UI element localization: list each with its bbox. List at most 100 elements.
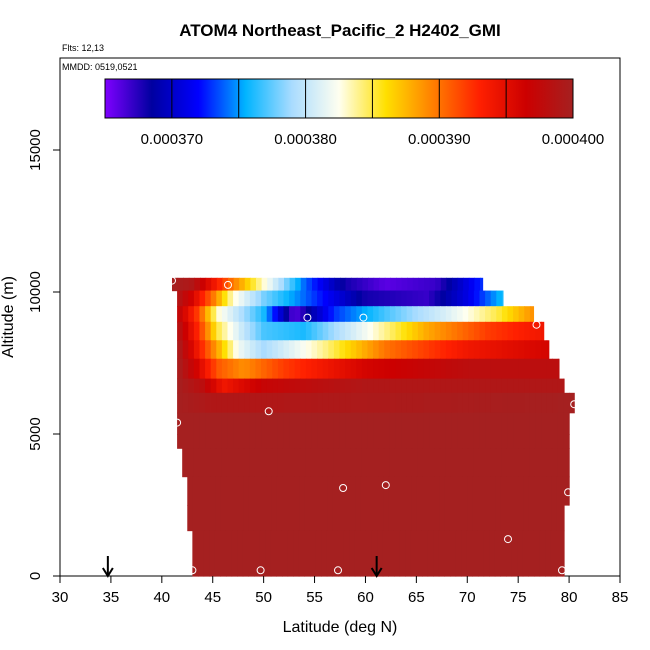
heatmap-cell <box>177 290 184 307</box>
heatmap-cell <box>434 412 441 435</box>
heatmap-cell <box>523 476 530 506</box>
heatmap-cell <box>416 530 423 577</box>
heatmap-cell <box>237 505 244 532</box>
heatmap-cell <box>345 306 352 323</box>
heatmap-cell <box>399 530 406 577</box>
heatmap-cell <box>424 277 431 292</box>
heatmap-cell <box>243 448 250 478</box>
heatmap-cell <box>283 392 290 414</box>
heatmap-cell <box>524 340 531 360</box>
heatmap-cell <box>384 340 391 360</box>
heatmap-cell <box>367 306 374 323</box>
heatmap-cell <box>261 321 268 341</box>
heatmap-cell <box>406 378 413 394</box>
heatmap-cell <box>322 448 329 478</box>
heatmap-cell <box>283 378 290 394</box>
heatmap-cell <box>474 277 481 292</box>
sample-point <box>303 313 312 322</box>
heatmap-cell <box>479 412 486 435</box>
heatmap-cell <box>455 530 462 577</box>
heatmap-cell <box>322 340 329 360</box>
heatmap-cell <box>444 530 451 577</box>
heatmap-cell <box>440 340 447 360</box>
heatmap-cell <box>239 277 246 292</box>
heatmap-cell <box>338 505 345 532</box>
heatmap-cell <box>305 392 313 414</box>
heatmap-cell <box>295 277 302 292</box>
heatmap-cell <box>433 476 440 506</box>
heatmap-cell <box>277 412 285 435</box>
heatmap-cell <box>485 434 492 449</box>
heatmap-cell <box>288 476 295 506</box>
heatmap-cell <box>259 530 266 577</box>
heatmap-cell <box>456 476 463 506</box>
heatmap-cell <box>332 505 340 532</box>
heatmap-cell <box>473 412 481 435</box>
heatmap-cell <box>317 412 324 435</box>
heatmap-cell <box>227 306 234 323</box>
heatmap-cell <box>182 412 189 435</box>
heatmap-cell <box>371 530 378 577</box>
heatmap-cell <box>255 321 262 341</box>
heatmap-cell <box>214 530 221 577</box>
heatmap-cell <box>562 448 570 478</box>
heatmap-cell <box>406 392 413 414</box>
heatmap-cell <box>479 358 486 380</box>
heatmap-cell <box>485 306 492 323</box>
heatmap-cell <box>501 321 509 341</box>
heatmap-cell <box>216 412 223 435</box>
heatmap-cell <box>349 476 356 506</box>
heatmap-cell <box>266 290 273 307</box>
heatmap-cell <box>215 448 222 478</box>
heatmap-cell <box>468 306 475 323</box>
heatmap-cell <box>249 448 256 478</box>
heatmap-cell <box>361 448 368 478</box>
heatmap-cell <box>507 306 514 323</box>
heatmap-cell <box>227 434 234 449</box>
heatmap-cell <box>513 392 520 414</box>
heatmap-cell <box>328 290 335 307</box>
heatmap-cell <box>233 277 240 292</box>
heatmap-cell <box>225 530 233 577</box>
heatmap-cell <box>512 476 519 506</box>
heatmap-cell <box>210 412 217 435</box>
heatmap-cell <box>496 358 503 380</box>
heatmap-cell <box>438 530 445 577</box>
heatmap-cell <box>444 505 452 532</box>
heatmap-cell <box>339 340 346 360</box>
heatmap-cell <box>568 476 570 506</box>
heatmap-cell <box>373 321 380 341</box>
heatmap-cell <box>244 306 251 323</box>
heatmap-cell <box>412 306 419 323</box>
heatmap-cell <box>227 321 234 341</box>
heatmap-cell <box>193 290 201 307</box>
heatmap-cell <box>461 530 468 577</box>
heatmap-cell <box>277 358 285 380</box>
heatmap-cell <box>373 290 380 307</box>
heatmap-cell <box>473 378 481 394</box>
sample-point <box>339 484 348 492</box>
heatmap-cell <box>350 434 357 449</box>
heatmap-cell <box>356 412 363 435</box>
heatmap-cell <box>501 340 509 360</box>
heatmap-cell <box>467 476 474 506</box>
heatmap-cell <box>429 434 436 449</box>
colorbar-tick-label: 0.000390 <box>408 131 471 148</box>
heatmap-cell <box>256 277 263 292</box>
heatmap-cell <box>418 277 425 292</box>
heatmap-cell <box>300 412 307 435</box>
heatmap-cell <box>557 358 560 380</box>
heatmap-cell <box>535 340 542 360</box>
heatmap-cell <box>351 277 358 292</box>
heatmap-cell <box>299 476 306 506</box>
heatmap-cell <box>496 412 503 435</box>
heatmap-cell <box>417 448 424 478</box>
heatmap-cell <box>451 306 458 323</box>
heatmap-cell <box>433 505 440 532</box>
heatmap-cell <box>394 505 401 532</box>
heatmap-cell <box>177 340 184 360</box>
heatmap-cell <box>192 476 200 506</box>
heatmap-cell <box>361 378 369 394</box>
heatmap-cell <box>333 378 341 394</box>
heatmap-cell <box>479 340 486 360</box>
